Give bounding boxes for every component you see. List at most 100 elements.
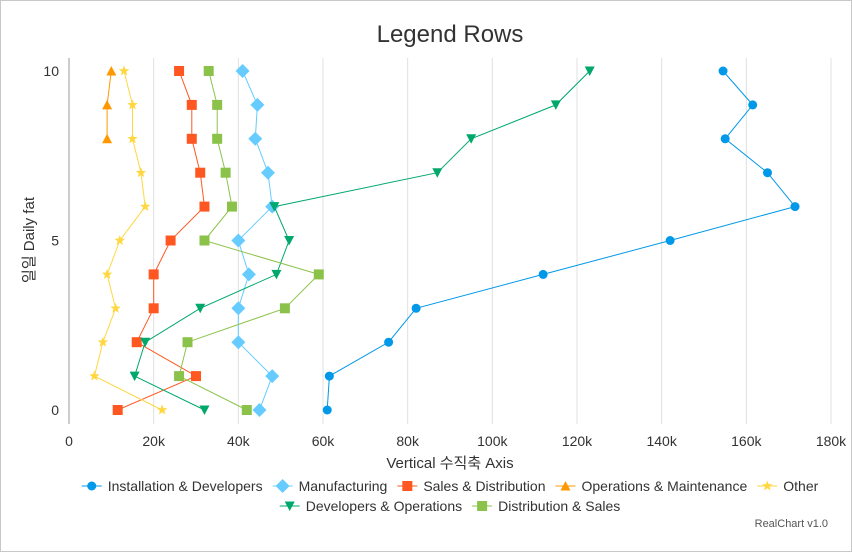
legend-marker xyxy=(560,481,571,491)
x-tick-label: 60k xyxy=(312,433,336,449)
legend-marker xyxy=(275,479,290,493)
data-point xyxy=(411,303,421,313)
legend-marker xyxy=(284,501,295,511)
x-tick-label: 160k xyxy=(731,433,762,449)
y-tick-label: 10 xyxy=(43,63,59,79)
series-group xyxy=(129,66,595,415)
data-point xyxy=(203,66,214,76)
data-point xyxy=(182,337,193,348)
data-point xyxy=(720,134,730,144)
data-point xyxy=(279,303,290,314)
legend-label: Installation & Developers xyxy=(108,478,263,494)
y-tick-label: 5 xyxy=(51,233,59,249)
data-point xyxy=(313,269,324,280)
legend-label: Manufacturing xyxy=(299,478,388,494)
data-point xyxy=(466,134,477,144)
data-point xyxy=(235,64,250,78)
data-point xyxy=(248,131,263,146)
series-layer xyxy=(89,64,800,417)
data-point xyxy=(284,236,295,246)
x-tick-label: 180k xyxy=(816,433,847,449)
data-point xyxy=(718,66,728,76)
data-point xyxy=(199,235,210,246)
axis-layer: 0 20k 40k 60k 80k 100k 120k 140k 160k 180k 0 5 10 xyxy=(43,58,847,449)
data-point xyxy=(432,168,443,178)
x-tick-label: 100k xyxy=(477,433,508,449)
series-group xyxy=(174,66,324,415)
data-point xyxy=(139,201,151,212)
data-point xyxy=(763,168,772,178)
series-group xyxy=(231,64,280,417)
data-point xyxy=(102,99,113,110)
data-point xyxy=(226,201,237,212)
legend-label: Operations & Maintenance xyxy=(581,478,747,494)
data-point xyxy=(241,405,252,415)
legend-item: Operations & Maintenance xyxy=(555,478,747,494)
chart-title: Legend Rows xyxy=(377,21,524,48)
legend-item: Manufacturing xyxy=(272,478,388,494)
data-point xyxy=(665,236,675,245)
data-point xyxy=(129,371,140,382)
data-point xyxy=(265,369,280,384)
data-point xyxy=(156,404,168,415)
data-point xyxy=(195,303,206,314)
series-group xyxy=(89,65,168,415)
data-point xyxy=(102,133,113,144)
legend-marker xyxy=(87,481,97,491)
data-point xyxy=(250,97,265,112)
legend-item: Other xyxy=(757,478,819,494)
credit-label: RealChart v1.0 xyxy=(755,518,828,530)
grid-layer xyxy=(153,58,832,424)
data-point xyxy=(101,268,113,279)
legend-marker xyxy=(477,501,488,511)
data-point xyxy=(322,405,332,415)
data-point xyxy=(384,337,394,347)
data-point xyxy=(174,66,185,76)
data-point xyxy=(165,235,176,246)
x-tick-label: 120k xyxy=(562,433,593,449)
data-point xyxy=(584,66,595,76)
x-tick-label: 140k xyxy=(646,433,677,449)
data-point xyxy=(186,133,197,144)
x-tick-label: 20k xyxy=(142,433,166,449)
data-point xyxy=(252,403,267,417)
data-point xyxy=(110,302,121,313)
data-point xyxy=(191,371,201,382)
data-point xyxy=(174,371,185,382)
series-group xyxy=(112,66,210,415)
legend-label: Sales & Distribution xyxy=(423,478,545,494)
data-point xyxy=(212,133,223,144)
data-point xyxy=(241,267,256,282)
data-point xyxy=(231,335,246,350)
series-line xyxy=(326,70,796,411)
data-point xyxy=(538,269,548,279)
data-point xyxy=(748,100,758,110)
data-point xyxy=(148,269,159,280)
data-point xyxy=(550,100,561,110)
data-point xyxy=(231,233,246,248)
data-point xyxy=(195,167,206,178)
legend: Installation & Developers Manufacturing Sa… xyxy=(81,478,819,514)
data-point xyxy=(212,99,223,110)
legend-label: Distribution & Sales xyxy=(498,498,620,514)
series-line xyxy=(117,70,206,411)
data-point xyxy=(127,99,138,110)
data-point xyxy=(112,405,123,415)
data-point xyxy=(231,301,246,316)
series-line xyxy=(93,70,163,411)
data-point xyxy=(186,99,197,110)
data-point xyxy=(135,167,147,178)
y-tick-label: 0 xyxy=(51,402,59,418)
x-tick-label: 40k xyxy=(227,433,251,449)
data-point xyxy=(89,370,100,381)
legend-label: Developers & Operations xyxy=(306,498,462,514)
data-point xyxy=(790,202,800,212)
legend-label: Other xyxy=(783,478,818,494)
x-tick-label: 0 xyxy=(65,433,73,449)
x-axis-title: Vertical 수직축 Axis xyxy=(386,455,513,472)
data-point xyxy=(148,303,159,314)
data-point xyxy=(271,269,282,280)
legend-item: Sales & Distribution xyxy=(397,478,545,494)
data-point xyxy=(269,202,280,212)
